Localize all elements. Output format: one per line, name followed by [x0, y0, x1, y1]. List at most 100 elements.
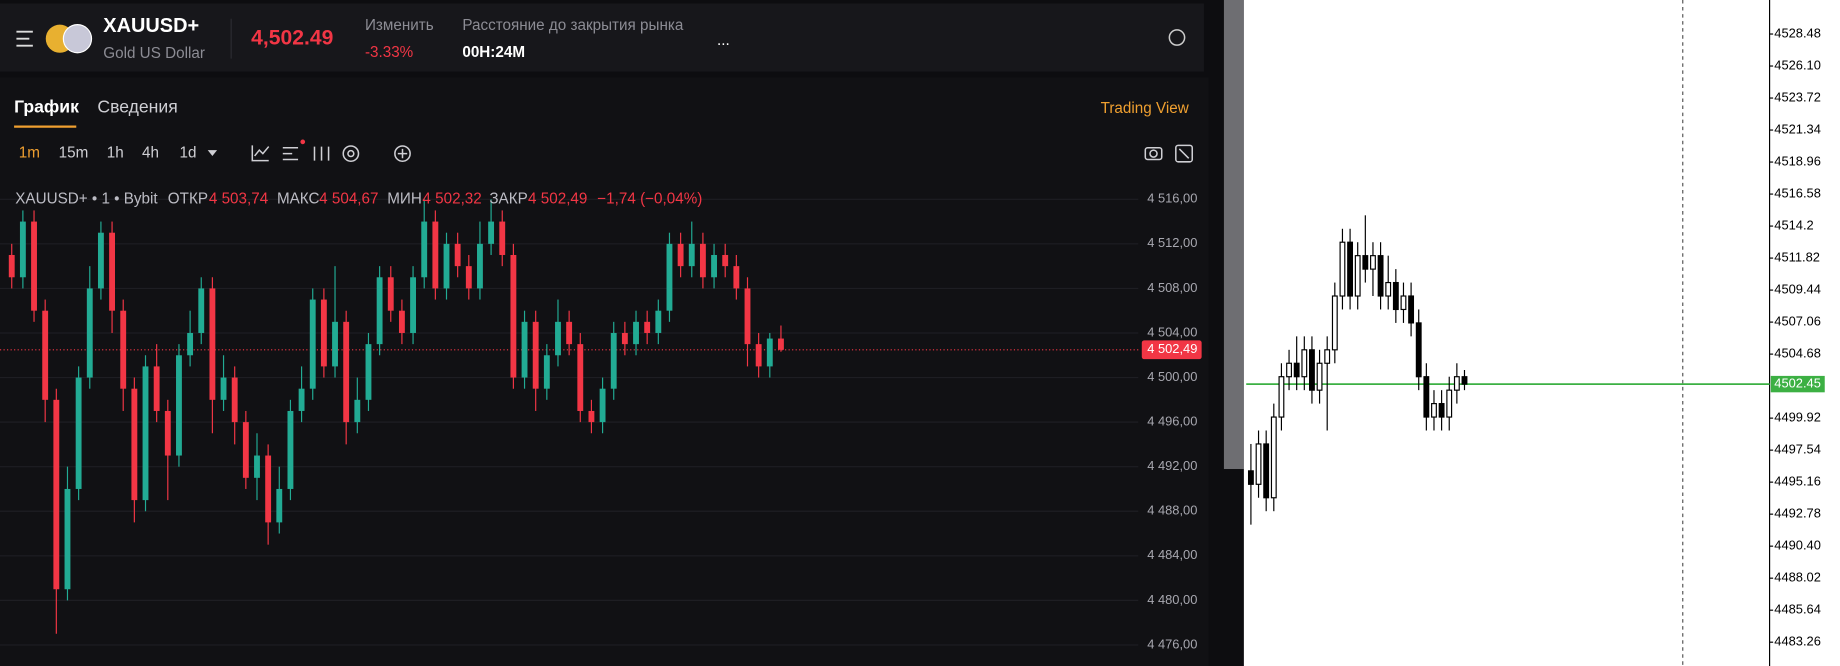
candle-body — [421, 221, 428, 278]
candle-body — [610, 332, 617, 389]
timeframe[interactable]: 1d — [180, 145, 197, 162]
timeframe[interactable]: 15m — [59, 145, 89, 162]
candle-body — [1362, 255, 1369, 270]
candle-body — [265, 455, 272, 523]
candle-body — [755, 344, 762, 367]
legend-value: 4 503,74 — [209, 190, 269, 207]
y-tick-label: 4526.10 — [1774, 57, 1821, 72]
symbol: XAUUSD+ — [103, 15, 199, 37]
candle-body — [1286, 362, 1292, 378]
candle-body — [699, 243, 706, 278]
candle-body — [599, 388, 606, 423]
legend-label: МАКС — [277, 190, 320, 207]
candle-body — [320, 299, 327, 367]
y-tick-label: 4504.68 — [1774, 346, 1821, 361]
candle-body — [398, 310, 405, 333]
candle-body — [387, 277, 394, 311]
candle-body — [655, 310, 662, 333]
y-tick-label: 4499.92 — [1774, 410, 1821, 425]
price-label: 4 502,49 — [1147, 341, 1197, 356]
candle-body — [1377, 255, 1384, 297]
price-label: 4502.45 — [1774, 376, 1821, 391]
candle-body — [298, 388, 305, 411]
candle-body — [120, 310, 127, 389]
candle-body — [566, 321, 573, 345]
candle-body — [1385, 281, 1392, 297]
candle-body — [666, 243, 673, 311]
candle-body — [231, 377, 238, 423]
legend-label: ЗАКР — [489, 190, 527, 207]
candle-body — [1400, 295, 1407, 311]
y-tick-label: 4 484,00 — [1147, 547, 1197, 562]
dropdown-icon[interactable] — [207, 150, 218, 156]
candle-body — [1293, 362, 1300, 378]
more[interactable]: ... — [717, 32, 730, 49]
y-tick-label: 4 488,00 — [1147, 503, 1197, 518]
candle-body — [532, 321, 539, 389]
candle-body — [1461, 376, 1468, 385]
candle-body — [555, 321, 561, 356]
candle-body — [86, 288, 93, 378]
y-tick-label: 4490.40 — [1774, 538, 1821, 553]
y-tick-label: 4516.58 — [1774, 185, 1821, 200]
legend-value: 4 502,32 — [422, 190, 481, 207]
candle-body — [19, 221, 26, 278]
scrollbar[interactable] — [1223, 0, 1244, 470]
candle-body — [1247, 470, 1254, 485]
y-tick-label: 4 476,00 — [1147, 636, 1197, 651]
candle-body — [443, 243, 450, 289]
candle-body — [633, 321, 639, 345]
price: 4,502.49 — [251, 26, 333, 49]
candle-body — [376, 277, 383, 345]
y-tick-label: 4 496,00 — [1147, 414, 1197, 429]
candle-body — [1263, 443, 1270, 499]
candle-body — [164, 410, 171, 456]
candle-body — [1438, 403, 1445, 418]
candle-body — [176, 355, 182, 456]
y-tick-label: 4514.2 — [1774, 217, 1813, 232]
candle-body — [722, 254, 729, 267]
candle-body — [153, 366, 160, 411]
y-tick-label: 4 480,00 — [1147, 592, 1197, 607]
candle-body — [711, 254, 717, 278]
chart-panel — [0, 77, 1209, 666]
timeframe[interactable]: 1m — [19, 145, 40, 162]
toolbar-icons[interactable] — [251, 139, 1194, 163]
candle-body — [733, 266, 740, 289]
candle-body — [1331, 295, 1338, 351]
close-time: 00H:24M — [462, 44, 525, 61]
y-tick-label: 4492.78 — [1774, 506, 1821, 521]
timeframe[interactable]: 4h — [142, 145, 159, 162]
timeframe[interactable]: 1h — [107, 145, 124, 162]
candle-body — [1301, 349, 1308, 378]
trading-view-link[interactable]: Trading View — [1101, 100, 1190, 117]
candle-body — [1278, 376, 1285, 418]
tab[interactable]: Сведения — [97, 97, 177, 117]
candle-body — [209, 288, 216, 400]
candle-body — [242, 422, 249, 478]
candle-body — [454, 243, 461, 267]
candle-body — [621, 332, 628, 345]
menu-icon[interactable] — [16, 30, 33, 47]
candle-body — [354, 399, 361, 423]
candle-body — [1453, 376, 1460, 391]
candle-body — [1415, 322, 1422, 378]
y-tick-label: 4 516,00 — [1147, 191, 1197, 206]
candle-body — [64, 488, 71, 590]
y-tick-label: 4483.26 — [1774, 634, 1821, 649]
y-tick-label: 4 508,00 — [1147, 280, 1197, 295]
candle-body — [343, 321, 350, 423]
y-tick-label: 4523.72 — [1774, 89, 1821, 104]
legend-line: XAUUSD+ • 1 • Bybit ОТКР 4 503,74 МАКС 4… — [15, 190, 702, 207]
change-label: Изменить — [365, 17, 434, 34]
candle-body — [778, 338, 784, 350]
candle-body — [1339, 241, 1346, 297]
candle-body — [131, 388, 138, 501]
candle-body — [220, 377, 227, 400]
candle-body — [309, 299, 316, 389]
play-icon[interactable] — [1168, 29, 1186, 46]
tab-active[interactable]: График — [14, 97, 79, 117]
flag-icon — [62, 24, 93, 54]
